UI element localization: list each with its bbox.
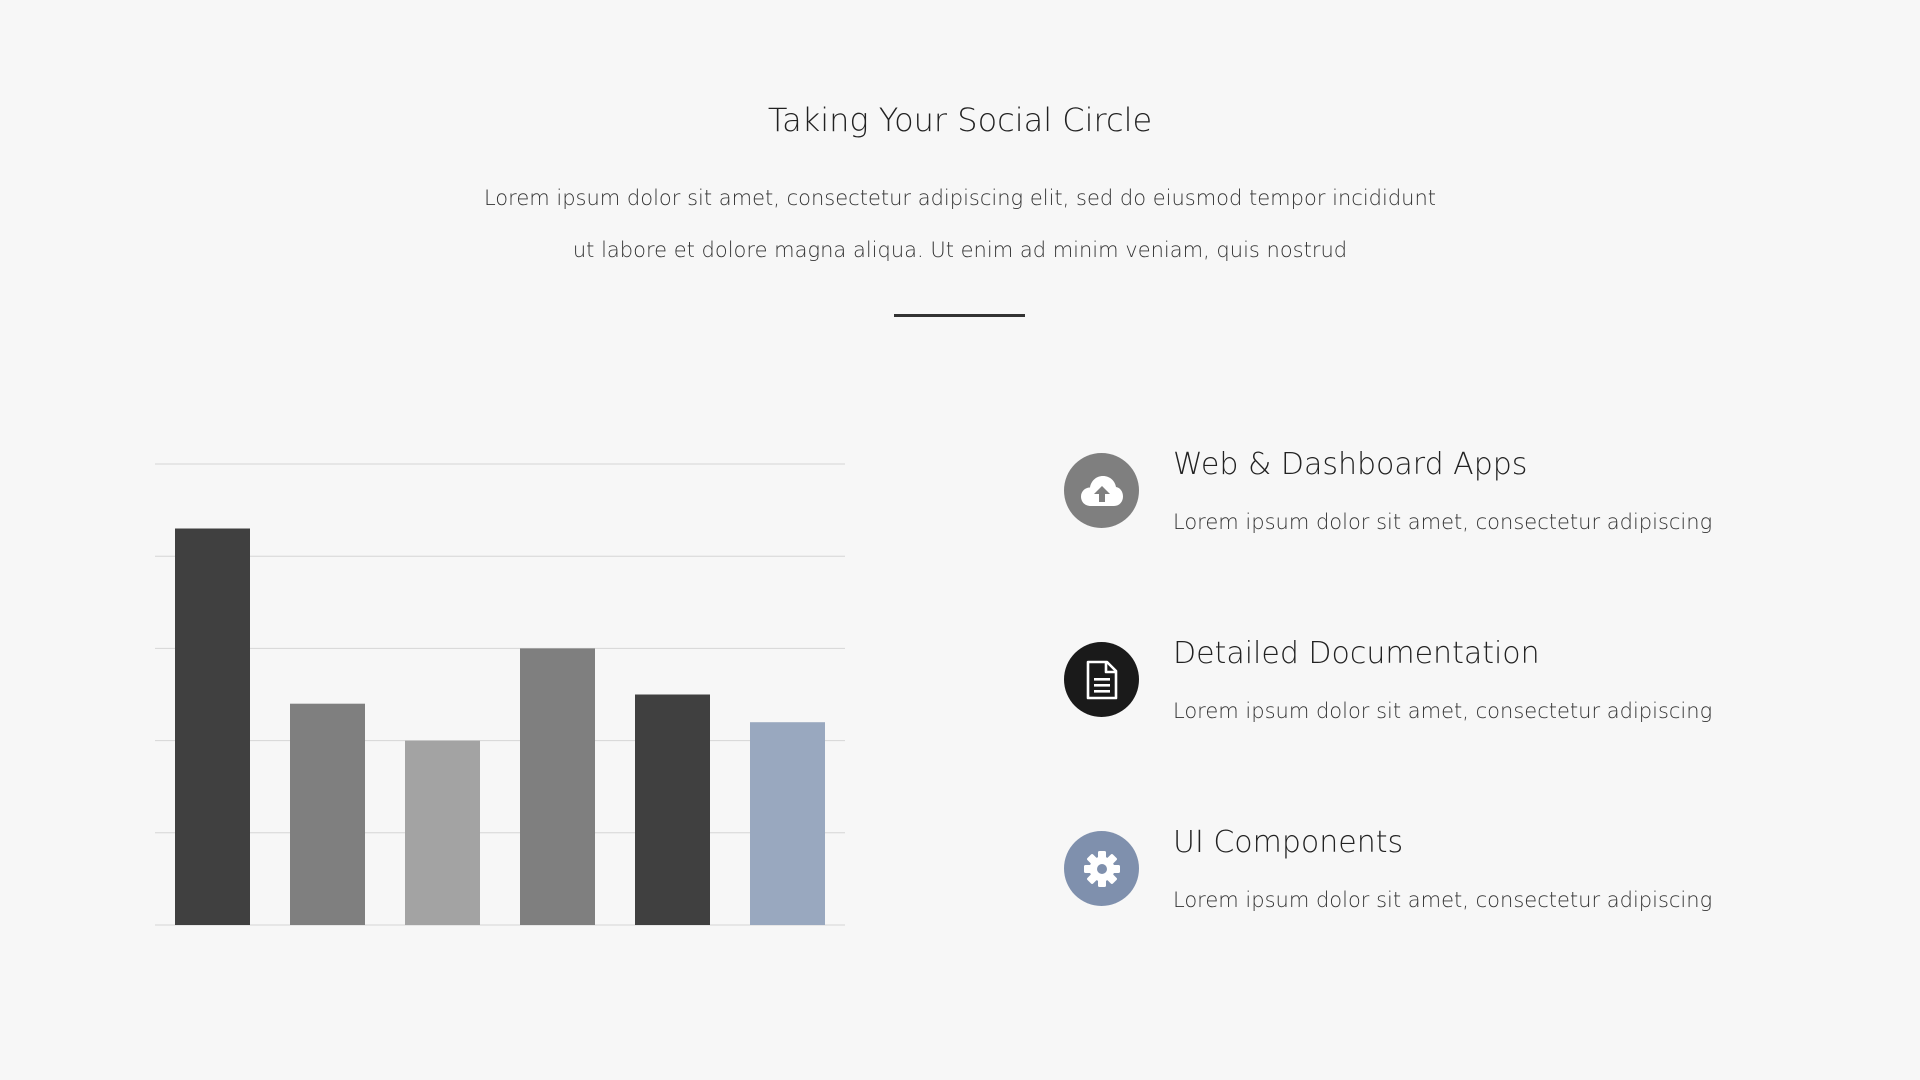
subtitle-line-1: Lorem ipsum dolor sit amet, consectetur … — [483, 186, 1437, 210]
subtitle-line-2: ut labore et dolore magna aliqua. Ut eni… — [572, 238, 1348, 262]
page-subtitle: Lorem ipsum dolor sit amet, consectetur … — [460, 172, 1460, 276]
bar-5 — [635, 694, 710, 925]
feature-title: Detailed Documentation — [1173, 636, 1540, 671]
chart-bars — [175, 528, 825, 925]
bar-6 — [750, 722, 825, 925]
bar-4 — [520, 648, 595, 925]
bar-2 — [290, 703, 365, 925]
feature-icon-circle — [1064, 642, 1139, 717]
gear-icon — [1083, 850, 1120, 887]
feature-web-dashboard: Web & Dashboard Apps Lorem ipsum dolor s… — [1064, 447, 1864, 573]
feature-title: Web & Dashboard Apps — [1173, 447, 1528, 482]
bar-1 — [175, 528, 250, 925]
bar-chart — [155, 463, 845, 926]
feature-icon-circle — [1064, 831, 1139, 906]
title-divider — [894, 314, 1025, 317]
page-title: Taking Your Social Circle — [767, 101, 1153, 139]
document-icon — [1086, 660, 1117, 699]
feature-description: Lorem ipsum dolor sit amet, consectetur … — [1173, 510, 1713, 534]
bar-3 — [405, 740, 480, 925]
feature-ui-components: UI Components Lorem ipsum dolor sit amet… — [1064, 825, 1864, 951]
feature-title: UI Components — [1173, 825, 1404, 860]
feature-documentation: Detailed Documentation Lorem ipsum dolor… — [1064, 636, 1864, 762]
feature-description: Lorem ipsum dolor sit amet, consectetur … — [1173, 888, 1713, 912]
feature-description: Lorem ipsum dolor sit amet, consectetur … — [1173, 699, 1713, 723]
chart-grid — [155, 463, 845, 926]
cloud-upload-icon — [1080, 475, 1123, 506]
feature-icon-circle — [1064, 453, 1139, 528]
